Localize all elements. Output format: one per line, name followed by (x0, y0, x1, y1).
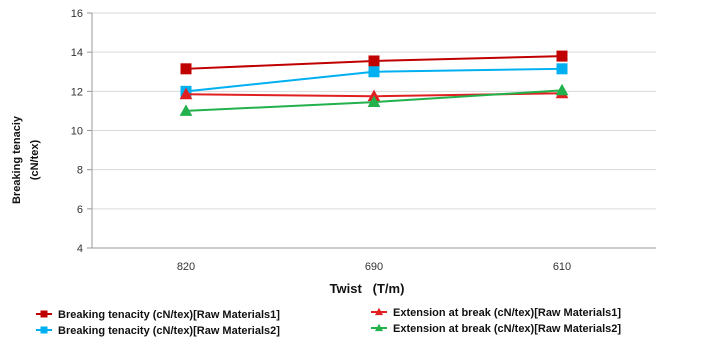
y-axis-label-line-2: (cN/tex) (29, 139, 41, 180)
legend-swatch-marker-1 (40, 310, 48, 318)
legend-item-3: Extension at break (cN/tex)[Raw Material… (371, 307, 621, 319)
legend-label-4: Extension at break (cN/tex)[Raw Material… (393, 323, 621, 335)
series-1-point-1 (180, 63, 192, 75)
legend-swatch-marker-3 (374, 307, 384, 316)
y-tick-label-8: 8 (77, 165, 83, 177)
x-tick-label-820: 820 (177, 261, 195, 273)
series-3-point-1 (179, 87, 193, 100)
y-axis-label-line-1: Breaking tenaciy (11, 115, 23, 204)
x-tick-label-610: 610 (553, 261, 571, 273)
series-4 (179, 83, 569, 116)
legend-item-4: Extension at break (cN/tex)[Raw Material… (371, 323, 621, 335)
series-1 (180, 50, 568, 75)
legend-label-3: Extension at break (cN/tex)[Raw Material… (393, 307, 621, 319)
legend: Breaking tenacity (cN/tex)[Raw Materials… (36, 307, 621, 337)
x-axis-label: Twist (T/m) (330, 281, 405, 296)
axes (87, 12, 656, 249)
y-tick-labels: 4 6 8 10 12 14 16 (71, 8, 83, 255)
series-2-point-2 (368, 66, 380, 78)
y-tick-label-16: 16 (71, 8, 83, 20)
grid-lines (92, 12, 656, 210)
series-4-point-2 (367, 95, 381, 108)
y-tick-label-10: 10 (71, 126, 83, 138)
legend-item-2: Breaking tenacity (cN/tex)[Raw Materials… (36, 325, 280, 337)
y-tick-label-14: 14 (71, 47, 83, 59)
x-tick-labels: 820 690 610 (177, 261, 571, 273)
legend-swatch-marker-2 (40, 326, 48, 334)
y-tick-label-6: 6 (77, 204, 83, 216)
legend-label-1: Breaking tenacity (cN/tex)[Raw Materials… (58, 309, 280, 321)
legend-swatch-marker-4 (374, 323, 384, 332)
series-1-point-2 (368, 55, 380, 67)
legend-label-2: Breaking tenacity (cN/tex)[Raw Materials… (58, 325, 280, 337)
series-4-point-3 (555, 83, 569, 96)
y-tick-label-4: 4 (77, 243, 83, 255)
series-4-point-1 (179, 104, 193, 116)
x-tick-label-690: 690 (365, 261, 383, 273)
series-3-point-2 (367, 89, 381, 102)
series-2-point-3 (556, 63, 568, 75)
legend-item-1: Breaking tenacity (cN/tex)[Raw Materials… (36, 309, 280, 321)
y-axis-label: Breaking tenaciy (cN/tex) (11, 115, 41, 204)
y-tick-label-12: 12 (71, 86, 83, 98)
series-lines (179, 50, 569, 116)
series-1-point-3 (556, 50, 568, 62)
